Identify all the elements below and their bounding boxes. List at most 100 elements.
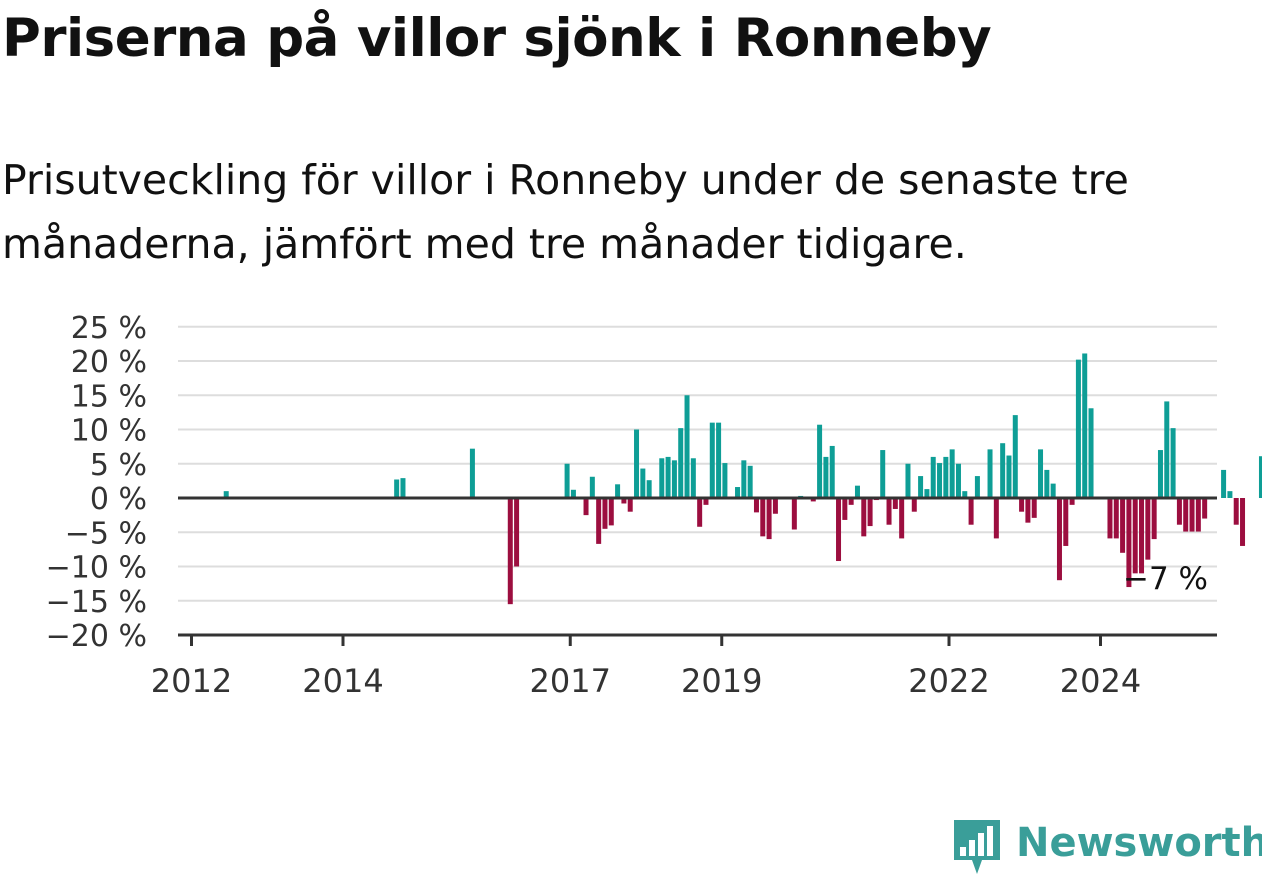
labels: 25 %20 %15 %10 %5 %0 %−5 %−10 %−15 %−20 … — [46, 311, 1208, 700]
bar — [640, 468, 646, 498]
bar — [596, 498, 602, 544]
bar — [741, 460, 747, 498]
bar — [1240, 498, 1246, 546]
bar — [1012, 415, 1018, 498]
bar — [1069, 498, 1075, 505]
axes — [178, 496, 1217, 646]
x-tick-label: 2017 — [530, 662, 611, 700]
bar — [1202, 498, 1208, 519]
bar — [583, 498, 589, 516]
bar — [886, 498, 892, 525]
bar — [760, 498, 766, 537]
bar — [817, 424, 823, 498]
bars — [223, 353, 1262, 605]
bar — [690, 458, 696, 498]
bar — [949, 449, 955, 498]
bar — [665, 456, 671, 498]
bar — [514, 498, 520, 567]
bar — [955, 463, 961, 498]
bar — [671, 460, 677, 498]
brand-name: Newsworthy — [1016, 820, 1262, 866]
bar — [469, 448, 475, 498]
y-tick-label: 15 % — [71, 379, 147, 414]
bar — [1038, 449, 1044, 498]
bar — [627, 498, 633, 512]
bar — [735, 487, 741, 498]
bar — [867, 498, 873, 527]
bar — [507, 498, 513, 605]
bar — [1151, 498, 1157, 540]
bar — [709, 422, 715, 498]
x-tick-label: 2014 — [302, 662, 383, 700]
bar — [1189, 498, 1195, 532]
bar — [880, 450, 886, 498]
y-tick-label: −15 % — [46, 585, 147, 620]
bar — [223, 491, 229, 498]
bar — [930, 456, 936, 498]
x-tick-label: 2024 — [1060, 662, 1141, 700]
grid-lines — [178, 325, 1217, 602]
y-tick-label: 10 % — [71, 414, 147, 449]
y-tick-label: 20 % — [71, 345, 147, 380]
bar — [772, 498, 778, 514]
x-tick-label: 2012 — [151, 662, 232, 700]
newsworthy-logo-icon — [954, 820, 1000, 874]
bar — [1025, 498, 1031, 523]
bar — [892, 498, 898, 509]
bar — [394, 479, 400, 498]
bar — [1082, 353, 1088, 498]
bar-chart: 25 %20 %15 %10 %5 %0 %−5 %−10 %−15 %−20 … — [46, 311, 1262, 700]
bar — [602, 498, 608, 529]
bar — [1044, 469, 1050, 498]
bar — [766, 498, 772, 540]
bar — [924, 489, 930, 498]
bar — [621, 498, 627, 504]
y-tick-label: −10 % — [46, 551, 147, 586]
bar — [1075, 359, 1081, 498]
x-tick-label: 2019 — [681, 662, 762, 700]
bar — [1019, 498, 1025, 512]
bar — [962, 491, 968, 498]
y-tick-label: 0 % — [90, 482, 147, 517]
bar — [747, 465, 753, 499]
bar — [943, 456, 949, 498]
bar — [678, 428, 684, 498]
bar — [634, 429, 640, 498]
bar — [1088, 408, 1094, 498]
bar — [1113, 498, 1119, 539]
bar — [722, 463, 728, 498]
bar — [1120, 498, 1126, 553]
bar — [836, 498, 842, 562]
bar — [1132, 498, 1138, 574]
last-value-annotation: −7 % — [1123, 561, 1208, 597]
bar — [1000, 443, 1006, 498]
x-tick-label: 2022 — [908, 662, 989, 700]
newsworthy-logo: Newsworthy — [952, 818, 1262, 876]
bar — [753, 498, 759, 513]
bar — [918, 476, 924, 498]
bar — [1031, 498, 1037, 518]
bar — [1157, 450, 1163, 498]
bar — [937, 463, 943, 498]
bar — [570, 489, 576, 498]
bar — [564, 463, 570, 498]
y-tick-label: 25 % — [71, 311, 147, 346]
bar — [1056, 498, 1062, 581]
bar — [646, 480, 652, 498]
bar — [1258, 456, 1262, 498]
y-tick-label: −20 % — [46, 619, 147, 654]
bar — [1183, 498, 1189, 532]
bar — [842, 498, 848, 520]
bar — [400, 478, 406, 498]
bar — [1227, 491, 1233, 498]
bar — [1006, 455, 1012, 498]
y-tick-label: −5 % — [65, 516, 147, 551]
bar — [905, 463, 911, 498]
bar — [911, 498, 917, 512]
bar — [1107, 498, 1113, 539]
bar — [589, 476, 595, 498]
y-tick-label: 5 % — [90, 448, 147, 483]
bar — [697, 498, 703, 527]
bar — [1063, 498, 1069, 546]
bar — [1164, 401, 1170, 498]
